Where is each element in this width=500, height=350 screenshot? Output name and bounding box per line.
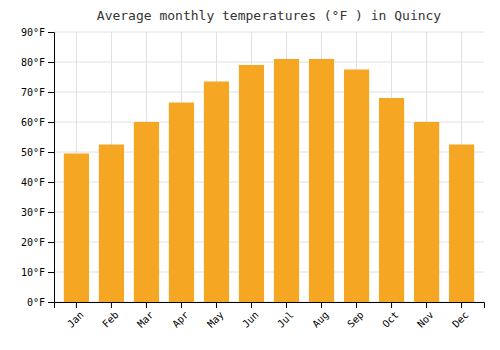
y-tick-label: 70°F (21, 87, 45, 98)
x-tick-mark (181, 302, 182, 308)
y-axis: 0°F 10°F 20°F 30°F 40°F 50°F 60°F 70°F 80°F 90°F (21, 27, 55, 308)
bar (64, 154, 89, 303)
x-tick: Nov (415, 302, 436, 330)
bar (204, 82, 229, 303)
x-tick-label: Apr (170, 309, 191, 330)
y-tick: 0°F (27, 297, 54, 308)
y-tick-mark (48, 62, 54, 63)
y-grid-line (54, 92, 484, 93)
x-tick-label: Feb (100, 309, 121, 330)
y-tick: 60°F (21, 117, 54, 128)
bars (64, 59, 474, 302)
bar (379, 98, 404, 302)
x-tick: May (205, 302, 226, 330)
y-grid-line (54, 62, 484, 63)
x-tick-label: Mar (135, 309, 156, 330)
x-tick: Feb (100, 302, 121, 330)
bar (449, 145, 474, 303)
x-tick-label: Jan (65, 309, 86, 330)
y-tick-mark (48, 212, 54, 213)
bar (169, 103, 194, 303)
chart-svg: Jan Feb Mar Apr May Jun Jul Aug Sep Oct Nov Dec 0°F 1… (0, 0, 500, 350)
x-tick-mark (286, 302, 287, 308)
x-tick: Jan (65, 302, 86, 330)
y-tick-mark (48, 92, 54, 93)
x-tick-label: Dec (450, 309, 471, 330)
bar (274, 59, 299, 302)
bar (99, 145, 124, 303)
x-tick-mark (146, 302, 147, 308)
y-tick-mark (48, 182, 54, 183)
x-tick: Sep (345, 302, 366, 330)
bar (134, 122, 159, 302)
bar (239, 65, 264, 302)
x-tick: Mar (135, 302, 156, 330)
x-tick-mark (461, 302, 462, 308)
y-tick-mark (48, 152, 54, 153)
y-tick-label: 10°F (21, 267, 45, 278)
x-tick-label: Sep (345, 309, 366, 330)
bar (344, 70, 369, 303)
y-tick-mark (48, 32, 54, 33)
x-tick-mark (111, 302, 112, 308)
y-tick: 40°F (21, 177, 54, 188)
x-tick: Jul (275, 302, 296, 330)
x-tick-label: Aug (310, 309, 331, 330)
x-tick-mark (76, 302, 77, 308)
y-tick: 30°F (21, 207, 54, 218)
x-tick: Oct (380, 302, 401, 330)
y-tick-label: 90°F (21, 27, 45, 38)
chart-title: Average monthly temperatures (°F ) in Qu… (97, 8, 442, 23)
x-tick: Dec (450, 302, 471, 330)
x-tick-label: Jun (240, 309, 261, 330)
x-axis: Jan Feb Mar Apr May Jun Jul Aug Sep Oct Nov Dec (55, 302, 485, 330)
y-tick-label: 20°F (21, 237, 45, 248)
y-tick: 10°F (21, 267, 54, 278)
x-tick-mark (251, 302, 252, 308)
y-tick: 20°F (21, 237, 54, 248)
x-tick-mark (426, 302, 427, 308)
x-tick-label: Jul (275, 309, 296, 330)
x-tick: Jun (240, 302, 261, 330)
y-axis-line (48, 33, 55, 303)
x-tick-mark (321, 302, 322, 308)
x-tick: Apr (170, 302, 191, 330)
y-tick-label: 60°F (21, 117, 45, 128)
y-tick: 90°F (21, 27, 54, 38)
x-tick-label: Nov (415, 309, 436, 330)
chart-container: Jan Feb Mar Apr May Jun Jul Aug Sep Oct Nov Dec 0°F 1… (0, 0, 500, 350)
x-axis-line (55, 303, 485, 309)
bar (309, 59, 334, 302)
x-tick-mark (216, 302, 217, 308)
y-tick-mark (48, 122, 54, 123)
x-tick-label: May (205, 309, 226, 330)
y-tick: 50°F (21, 147, 54, 158)
x-tick-label: Oct (380, 309, 401, 330)
y-tick-label: 30°F (21, 207, 45, 218)
y-grid-line (54, 32, 484, 33)
y-tick: 70°F (21, 87, 54, 98)
y-tick-label: 80°F (21, 57, 45, 68)
y-tick-mark (48, 242, 54, 243)
plot-area: Jan Feb Mar Apr May Jun Jul Aug Sep Oct Nov Dec 0°F 1… (21, 27, 485, 330)
y-tick-mark (48, 302, 54, 303)
x-tick-mark (356, 302, 357, 308)
y-tick-label: 50°F (21, 147, 45, 158)
bar (414, 122, 439, 302)
y-tick-label: 40°F (21, 177, 45, 188)
y-tick-mark (48, 272, 54, 273)
y-tick: 80°F (21, 57, 54, 68)
x-tick-mark (391, 302, 392, 308)
y-tick-label: 0°F (27, 297, 45, 308)
x-tick: Aug (310, 302, 331, 330)
grid (54, 32, 484, 302)
